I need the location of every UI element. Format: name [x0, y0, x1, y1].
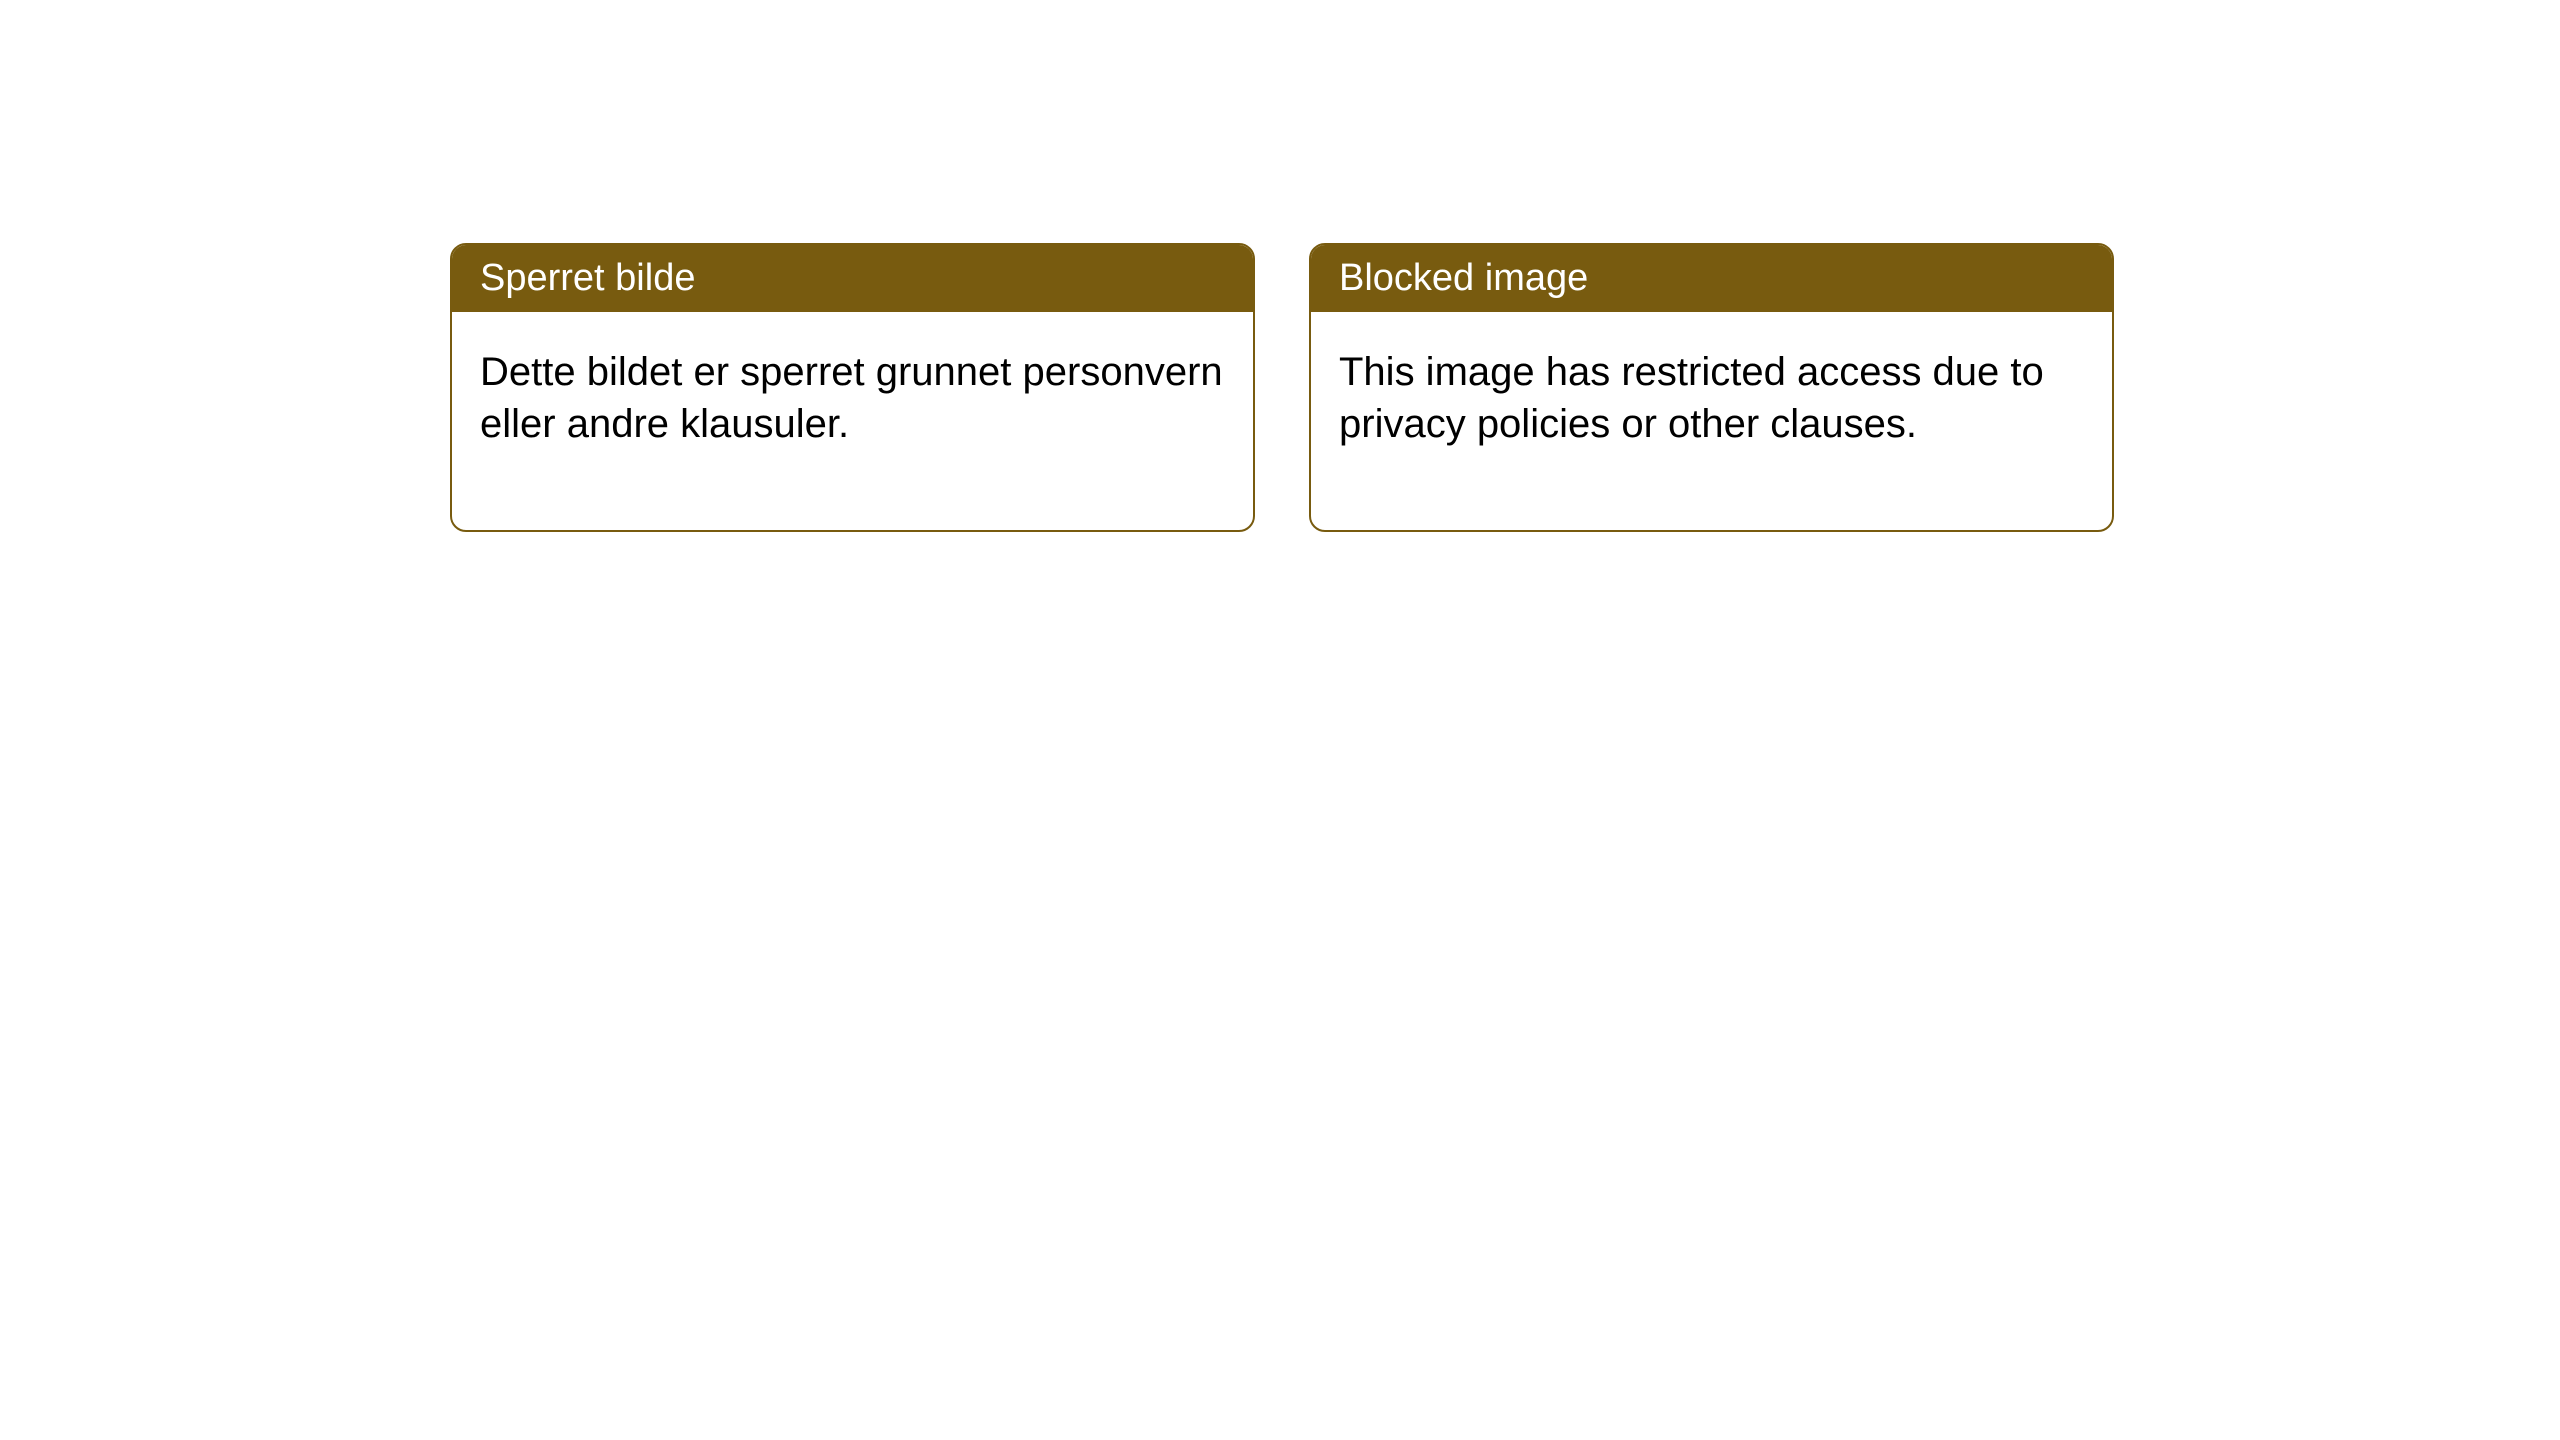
notice-container: Sperret bilde Dette bildet er sperret gr…	[450, 243, 2114, 532]
card-header: Blocked image	[1311, 245, 2112, 312]
card-header: Sperret bilde	[452, 245, 1253, 312]
notice-card-english: Blocked image This image has restricted …	[1309, 243, 2114, 532]
card-title: Sperret bilde	[480, 257, 695, 299]
card-title: Blocked image	[1339, 257, 1588, 299]
card-body-text: This image has restricted access due to …	[1339, 350, 2044, 446]
card-body: This image has restricted access due to …	[1311, 312, 2112, 530]
notice-card-norwegian: Sperret bilde Dette bildet er sperret gr…	[450, 243, 1255, 532]
card-body: Dette bildet er sperret grunnet personve…	[452, 312, 1253, 530]
card-body-text: Dette bildet er sperret grunnet personve…	[480, 350, 1223, 446]
